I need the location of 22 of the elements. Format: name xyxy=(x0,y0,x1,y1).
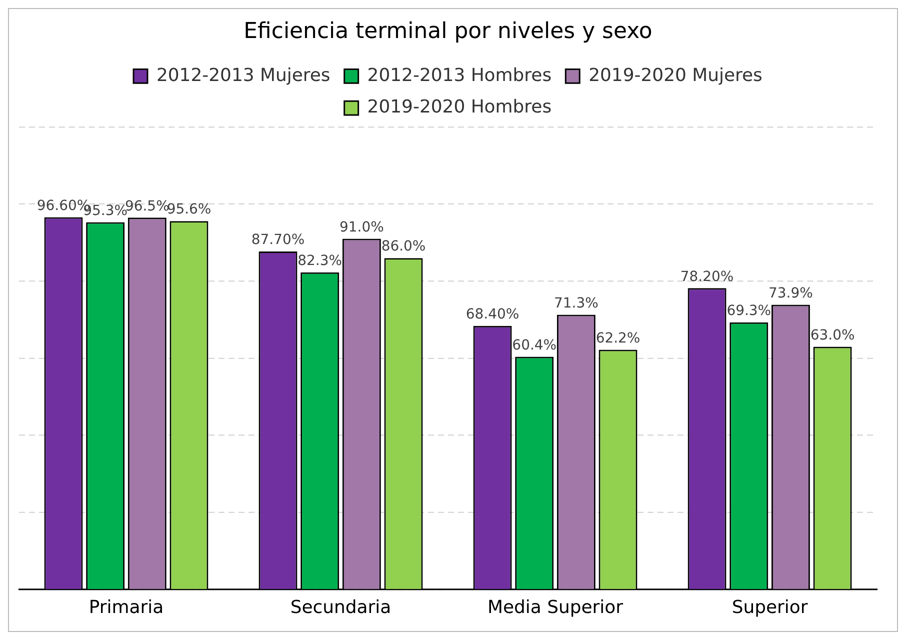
data-label: 87.70% xyxy=(251,232,305,248)
chart-title: Eficiencia terminal por niveles y sexo xyxy=(244,18,652,44)
x-tick-label: Secundaria xyxy=(290,596,392,618)
legend-label: 2019-2020 Mujeres xyxy=(588,64,762,86)
x-tick-label: Primaria xyxy=(88,596,164,618)
data-label: 95.6% xyxy=(166,202,212,218)
data-label: 78.20% xyxy=(680,268,734,285)
data-label: 73.9% xyxy=(768,285,813,302)
data-label: 68.40% xyxy=(466,306,520,323)
data-label: 71.3% xyxy=(554,295,598,312)
data-label: 82.3% xyxy=(298,252,342,269)
data-label: 60.4% xyxy=(512,337,557,354)
data-label: 62.2% xyxy=(596,330,640,346)
legend-label: 2019-2020 Hombres xyxy=(367,96,552,118)
data-label: 69.3% xyxy=(726,303,772,320)
x-tick-label: Media Superior xyxy=(488,596,624,618)
data-label: 86.0% xyxy=(381,238,426,255)
data-label: 63.0% xyxy=(810,327,855,344)
data-label: 91.0% xyxy=(339,219,384,236)
legend-label: 2012-2013 Hombres xyxy=(367,64,552,86)
legend-label: 2012-2013 Mujeres xyxy=(156,64,330,86)
x-tick-label: Superior xyxy=(732,596,808,618)
